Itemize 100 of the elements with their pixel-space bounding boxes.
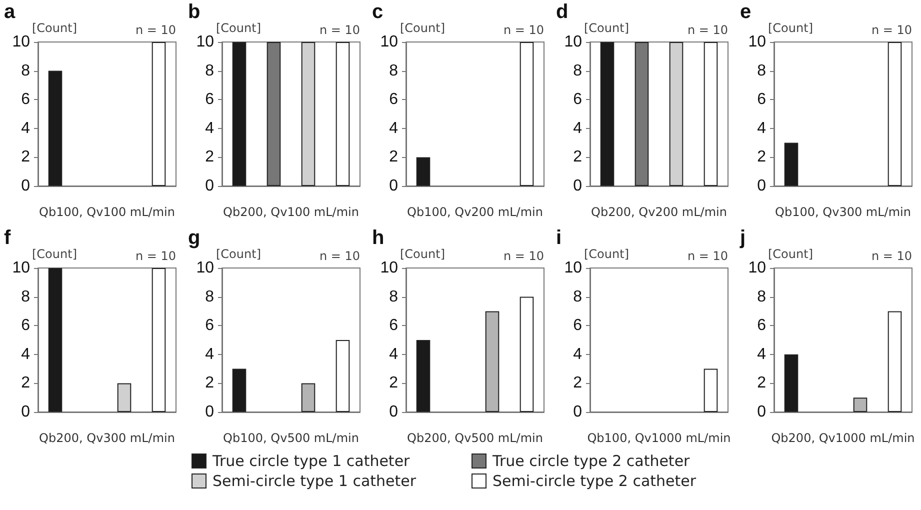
legend-label: Semi-circle type 2 catheter	[492, 472, 696, 490]
y-tick-label: 0	[757, 178, 766, 194]
chart-title: d	[556, 1, 568, 23]
y-tick-label: 0	[573, 404, 582, 420]
y-tick-label: 10	[564, 34, 582, 50]
y-tick-label: 2	[205, 374, 214, 392]
x-axis-title: Qb100, Qv100 mL/min	[39, 205, 175, 219]
y-tick-label: 8	[205, 62, 214, 80]
x-axis-title: Qb200, Qv1000 mL/min	[771, 431, 915, 445]
y-tick-label: 0	[21, 178, 30, 194]
legend-label: True circle type 1 catheter	[212, 452, 410, 470]
y-tick-label: 0	[21, 404, 30, 420]
text: n = 10	[135, 249, 176, 263]
y-axis-title: [Count]	[584, 247, 629, 262]
y-tick-label: 4	[389, 120, 398, 137]
x-axis-title: Qb100, Qv1000 mL/min	[587, 431, 731, 445]
y-tick-label: 8	[573, 288, 582, 306]
text: n = 10	[319, 23, 360, 37]
y-tick-label: 4	[757, 120, 766, 137]
chart-title: b	[188, 1, 200, 23]
y-tick-label: 2	[757, 374, 766, 392]
y-tick-label: 10	[12, 34, 30, 50]
y-tick-label: 2	[21, 148, 30, 166]
y-tick-label: 2	[21, 374, 30, 392]
y-tick-label: 4	[21, 346, 30, 363]
y-tick-label: 6	[21, 317, 30, 334]
y-tick-label: 6	[389, 317, 398, 334]
y-tick-label: 6	[21, 91, 30, 108]
y-tick-label: 6	[573, 317, 582, 334]
x-axis-title: Qb200, Qv300 mL/min	[39, 431, 175, 445]
y-tick-label: 8	[757, 62, 766, 80]
chart-title: h	[372, 227, 384, 249]
y-tick-label: 6	[205, 317, 214, 334]
chart-title: g	[188, 227, 200, 249]
chart-title: i	[556, 227, 562, 249]
y-tick-label: 8	[21, 62, 30, 80]
legend-label: True circle type 2 catheter	[492, 452, 690, 470]
y-tick-label: 8	[757, 288, 766, 306]
y-tick-label: 6	[757, 317, 766, 334]
x-axis-title: Qb200, Qv500 mL/min	[407, 431, 543, 445]
text: n = 10	[319, 249, 360, 263]
y-tick-label: 2	[389, 374, 398, 392]
y-axis-title: [Count]	[584, 21, 629, 36]
chart-title: c	[372, 1, 384, 23]
y-tick-label: 10	[564, 260, 582, 276]
chart-title: e	[740, 1, 752, 23]
y-tick-label: 8	[573, 62, 582, 80]
y-axis-title: [Count]	[216, 247, 261, 262]
text: n = 10	[503, 249, 544, 263]
y-tick-label: 6	[205, 91, 214, 108]
y-axis-title: [Count]	[216, 21, 261, 36]
y-tick-label: 6	[757, 91, 766, 108]
y-tick-label: 4	[573, 346, 582, 363]
legend-label: Semi-circle type 1 catheter	[212, 472, 416, 490]
y-axis-title: [Count]	[400, 21, 445, 36]
y-tick-label: 8	[389, 62, 398, 80]
y-tick-label: 2	[573, 148, 582, 166]
chart-title: j	[739, 227, 746, 249]
y-tick-label: 4	[573, 120, 582, 137]
chart-title: f	[4, 227, 11, 249]
y-axis-title: [Count]	[400, 247, 445, 262]
y-tick-label: 2	[205, 148, 214, 166]
text: n = 10	[871, 23, 912, 37]
x-axis-title: Qb100, Qv300 mL/min	[775, 205, 911, 219]
y-tick-label: 4	[389, 346, 398, 363]
text: n = 10	[135, 23, 176, 37]
y-tick-label: 10	[380, 260, 398, 276]
x-axis-title: Qb100, Qv200 mL/min	[407, 205, 543, 219]
y-tick-label: 10	[12, 260, 30, 276]
y-tick-label: 0	[205, 404, 214, 420]
y-axis-title: [Count]	[32, 247, 77, 262]
y-tick-label: 10	[196, 34, 214, 50]
y-tick-label: 2	[757, 148, 766, 166]
y-tick-label: 0	[573, 178, 582, 194]
y-tick-label: 8	[21, 288, 30, 306]
y-tick-label: 0	[757, 404, 766, 420]
y-axis-title: [Count]	[32, 21, 77, 36]
y-tick-label: 2	[389, 148, 398, 166]
y-tick-label: 0	[389, 178, 398, 194]
text: n = 10	[687, 249, 728, 263]
y-tick-label: 6	[389, 91, 398, 108]
text: n = 10	[503, 23, 544, 37]
y-tick-label: 8	[389, 288, 398, 306]
y-tick-label: 10	[196, 260, 214, 276]
y-tick-label: 4	[205, 346, 214, 363]
y-tick-label: 8	[205, 288, 214, 306]
y-tick-label: 4	[21, 120, 30, 137]
y-tick-label: 2	[573, 374, 582, 392]
text: n = 10	[871, 249, 912, 263]
x-axis-title: Qb200, Qv100 mL/min	[223, 205, 359, 219]
y-axis-title: [Count]	[768, 247, 813, 262]
y-tick-label: 0	[389, 404, 398, 420]
y-tick-label: 6	[573, 91, 582, 108]
text: n = 10	[687, 23, 728, 37]
y-tick-label: 10	[380, 34, 398, 50]
y-tick-label: 10	[748, 260, 766, 276]
y-tick-label: 4	[205, 120, 214, 137]
y-axis-title: [Count]	[768, 21, 813, 36]
y-tick-label: 10	[748, 34, 766, 50]
x-axis-title: Qb100, Qv500 mL/min	[223, 431, 359, 445]
